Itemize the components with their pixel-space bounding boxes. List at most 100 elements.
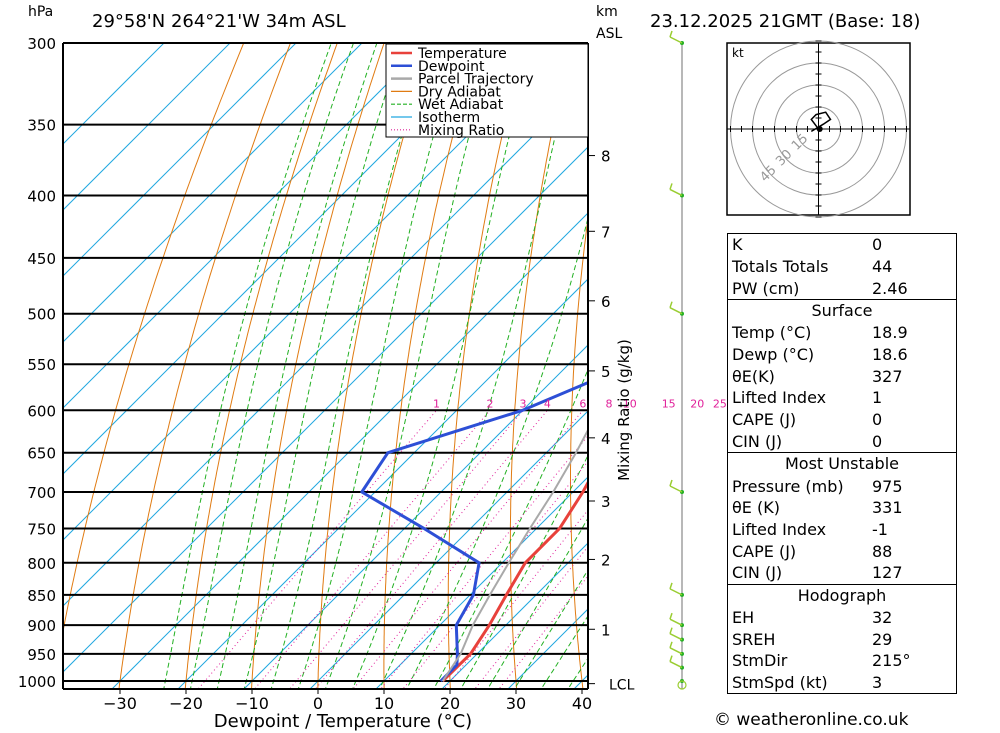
- surface-value: 0: [872, 410, 883, 430]
- axes: −30 −20 −10 0 10 20 30 40 Dewpoint / Temperature…: [62, 43, 727, 732]
- unit-asl: ASL: [596, 26, 623, 42]
- mixing-ratio-line: [253, 409, 491, 689]
- isotherm-line: [63, 80, 588, 607]
- location-title: 29°58'N 264°21'W 34m ASL: [92, 11, 346, 32]
- hodograph-row: StmSpd (kt) 3: [728, 672, 956, 694]
- most-unstable-header: Most Unstable: [785, 454, 899, 474]
- index-key: Totals Totals: [732, 257, 829, 277]
- legend-label: Wet Adiabat: [418, 97, 504, 113]
- datetime-title: 23.12.2025 21GMT (Base: 18): [650, 11, 921, 32]
- hodograph-row: EH 32: [728, 607, 956, 629]
- surface-value: 18.9: [872, 323, 908, 343]
- dry-adiabat-line: [629, 0, 685, 707]
- legend-label: Dry Adiabat: [418, 84, 501, 100]
- isotherm-line: [63, 43, 297, 277]
- dewpoint-line: [360, 381, 588, 683]
- pressure-tick-label: 700: [27, 484, 56, 502]
- pressure-tick-label: 300: [27, 35, 56, 53]
- wet-adiabat-line: [297, 43, 461, 689]
- pressure-tick-label: 750: [27, 521, 56, 539]
- hodograph-header: Hodograph: [797, 585, 887, 605]
- surface-value: 0: [872, 431, 883, 451]
- wet-adiabat-line: [487, 517, 588, 689]
- mixing-ratio-label: 1: [433, 397, 440, 410]
- most-unstable-row: Pressure (mb) 975: [728, 475, 956, 497]
- mixing-ratio-label: 8: [605, 397, 612, 410]
- surface-row: CAPE (J) 0: [728, 409, 956, 431]
- km-tick-label: 4: [601, 430, 611, 448]
- copyright: © weatheronline.co.uk: [714, 710, 909, 730]
- lcl-label: LCL: [609, 678, 635, 694]
- isotherm-line: [243, 344, 588, 689]
- mixing-ratio-label: 25: [713, 397, 727, 410]
- index-row: PW (cm) 2.46: [728, 277, 956, 299]
- index-value: 0: [872, 235, 883, 255]
- pressure-tick-label: 800: [27, 555, 56, 573]
- legend-label: Mixing Ratio: [418, 123, 504, 139]
- mixing-ratio-line: [314, 409, 548, 689]
- wind-barb: [669, 485, 683, 493]
- isotherm-line: [441, 542, 588, 689]
- dry-adiabat-line: [118, 43, 292, 689]
- wind-barb-flag: [669, 30, 673, 38]
- wet-adiabat-line: [163, 43, 332, 689]
- km-tick-label: 5: [601, 363, 611, 381]
- isotherm-line: [375, 476, 588, 689]
- wet-adiabat-line: [460, 454, 588, 689]
- legend-box: [385, 43, 589, 138]
- wind-barb-flag: [669, 183, 673, 190]
- mixing-ratio-label: 4: [544, 397, 551, 410]
- index-value: 44: [872, 257, 893, 277]
- wind-barb: [669, 633, 683, 641]
- most-unstable-value: 331: [872, 498, 903, 518]
- pressure-tick-label: 500: [27, 306, 56, 324]
- indices-surface: Surface Temp (°C) 18.9 Dewp (°C) 18.6 θE(K) 3…: [728, 299, 956, 452]
- most-unstable-value: 127: [872, 563, 903, 583]
- most-unstable-row: Lifted Index -1: [728, 519, 956, 541]
- index-value: 2.46: [872, 278, 908, 298]
- mixing-ratio-label: 2: [486, 397, 493, 410]
- isotherm-line: [63, 43, 165, 145]
- x-tick-label: 20: [440, 694, 460, 713]
- surface-key: θE(K): [732, 366, 775, 386]
- most-unstable-key: CIN (J): [732, 563, 783, 583]
- indices-top: K 0 Totals Totals 44 PW (cm) 2.46: [728, 234, 956, 299]
- surface-header: Surface: [811, 301, 873, 321]
- most-unstable-value: 975: [872, 476, 903, 496]
- most-unstable-key: Pressure (mb): [732, 476, 844, 496]
- x-axis-title: Dewpoint / Temperature (°C): [214, 711, 472, 732]
- x-tick-label: 0: [313, 694, 323, 713]
- km-tick-label: 2: [601, 551, 611, 569]
- pressure-tick-label: 850: [27, 587, 56, 605]
- isotherm-line: [63, 43, 363, 343]
- hodograph-value: 215°: [872, 651, 911, 671]
- surface-row: CIN (J) 0: [728, 431, 956, 453]
- dry-adiabat-line: [685, 0, 729, 707]
- wet-adiabat-line: [270, 43, 431, 689]
- surface-key: Lifted Index: [732, 388, 827, 408]
- hodograph-row: StmDir 215°: [728, 650, 956, 672]
- most-unstable-key: θE (K): [732, 498, 780, 518]
- wet-adiabat-line: [406, 216, 588, 689]
- indices-hodograph: Hodograph EH 32 SREH 29 StmDir 215° StmSpd (kt…: [728, 583, 956, 694]
- hodograph-trace: [810, 111, 832, 133]
- wind-barb-flag: [669, 612, 673, 620]
- mixing-ratio-label: 6: [579, 397, 586, 410]
- mixing-ratio-label: 15: [662, 397, 676, 410]
- legend-label: Dewpoint: [418, 59, 485, 75]
- wind-barb-flag: [669, 655, 673, 662]
- hodograph-key: StmSpd (kt): [732, 673, 828, 693]
- surface-key: Dewp (°C): [732, 345, 815, 365]
- pressure-tick-label: 950: [27, 646, 56, 664]
- index-key: K: [732, 235, 743, 255]
- x-tick-label: 30: [506, 694, 526, 713]
- surface-value: 1: [872, 388, 883, 408]
- wind-barb-flag: [669, 582, 673, 590]
- x-tick-label: −30: [103, 694, 137, 713]
- wind-barb-flag: [669, 479, 673, 487]
- pressure-tick-label: 350: [27, 117, 56, 135]
- km-tick-label: 3: [601, 493, 611, 511]
